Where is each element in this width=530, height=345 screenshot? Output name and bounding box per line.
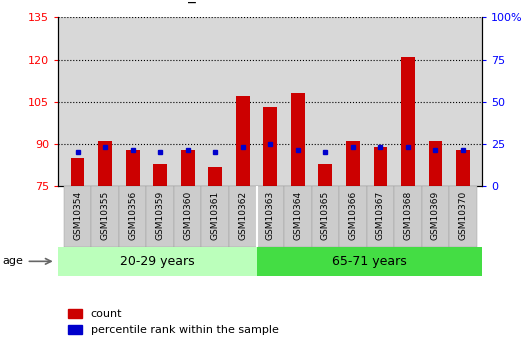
Bar bbox=[126, 150, 139, 186]
Bar bbox=[58, 247, 257, 276]
Bar bbox=[146, 186, 174, 247]
Bar bbox=[339, 186, 367, 247]
Bar bbox=[208, 167, 222, 186]
Bar bbox=[456, 150, 470, 186]
Text: 20-29 years: 20-29 years bbox=[120, 255, 195, 268]
Text: GSM10354: GSM10354 bbox=[73, 191, 82, 240]
Text: GSM10364: GSM10364 bbox=[293, 191, 302, 240]
Text: GSM10355: GSM10355 bbox=[101, 191, 110, 240]
Bar bbox=[119, 186, 146, 247]
Text: 65-71 years: 65-71 years bbox=[332, 255, 407, 268]
Text: GSM10359: GSM10359 bbox=[156, 191, 165, 240]
Text: GSM10361: GSM10361 bbox=[211, 191, 220, 240]
Bar bbox=[153, 164, 167, 186]
Bar bbox=[312, 186, 339, 247]
Text: GSM10368: GSM10368 bbox=[403, 191, 412, 240]
Bar bbox=[319, 164, 332, 186]
Bar bbox=[70, 158, 84, 186]
Bar bbox=[98, 141, 112, 186]
Text: GSM10363: GSM10363 bbox=[266, 191, 275, 240]
Text: GDS473 / 234812_at: GDS473 / 234812_at bbox=[53, 0, 211, 3]
Bar bbox=[181, 150, 195, 186]
Bar bbox=[64, 186, 91, 247]
Bar bbox=[401, 57, 415, 186]
Bar bbox=[174, 186, 201, 247]
Bar bbox=[291, 93, 305, 186]
Bar bbox=[422, 186, 449, 247]
Bar bbox=[394, 186, 422, 247]
Bar bbox=[284, 186, 312, 247]
Text: GSM10365: GSM10365 bbox=[321, 191, 330, 240]
Bar bbox=[367, 186, 394, 247]
Bar bbox=[449, 186, 477, 247]
Bar bbox=[346, 141, 360, 186]
Bar bbox=[263, 107, 277, 186]
Legend: count, percentile rank within the sample: count, percentile rank within the sample bbox=[64, 304, 283, 339]
Text: GSM10367: GSM10367 bbox=[376, 191, 385, 240]
Bar bbox=[374, 147, 387, 186]
Text: GSM10356: GSM10356 bbox=[128, 191, 137, 240]
Text: GSM10369: GSM10369 bbox=[431, 191, 440, 240]
Bar bbox=[257, 186, 284, 247]
Text: GSM10370: GSM10370 bbox=[458, 191, 467, 240]
Text: GSM10362: GSM10362 bbox=[238, 191, 248, 240]
Bar bbox=[257, 247, 482, 276]
Bar bbox=[91, 186, 119, 247]
Text: age: age bbox=[3, 256, 23, 266]
Text: GSM10366: GSM10366 bbox=[348, 191, 357, 240]
Text: GSM10360: GSM10360 bbox=[183, 191, 192, 240]
Bar bbox=[429, 141, 443, 186]
Bar bbox=[201, 186, 229, 247]
Bar bbox=[236, 96, 250, 186]
Bar bbox=[229, 186, 257, 247]
